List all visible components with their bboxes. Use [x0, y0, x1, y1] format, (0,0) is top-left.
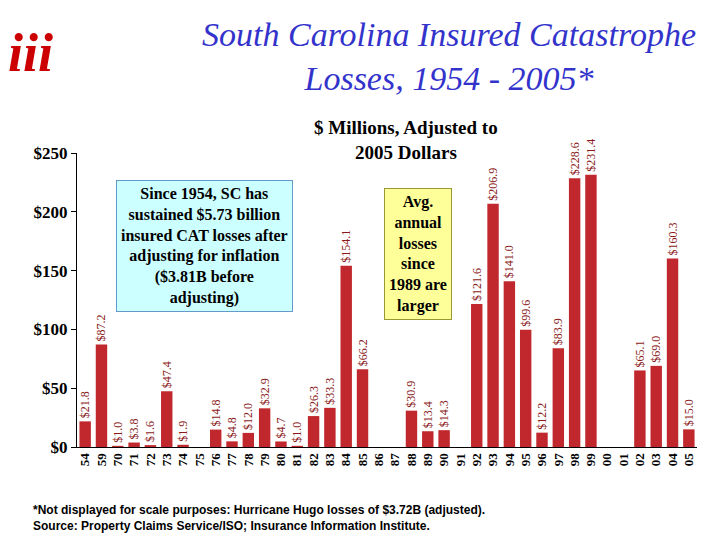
- svg-text:$154.1: $154.1: [339, 230, 353, 263]
- svg-text:79: 79: [257, 453, 272, 467]
- svg-text:82: 82: [306, 453, 321, 466]
- svg-text:$4.8: $4.8: [225, 417, 239, 438]
- svg-text:84: 84: [338, 453, 353, 467]
- svg-text:$33.3: $33.3: [323, 378, 337, 405]
- svg-text:93: 93: [485, 453, 500, 467]
- svg-text:South Carolina Insured Catastr: South Carolina Insured CatastropheLosses…: [202, 16, 696, 97]
- svg-text:$14.8: $14.8: [209, 400, 223, 427]
- svg-text:97: 97: [551, 453, 566, 467]
- svg-text:94: 94: [502, 453, 517, 467]
- svg-text:$83.9: $83.9: [551, 318, 565, 345]
- svg-text:$3.8: $3.8: [127, 419, 141, 440]
- svg-text:95: 95: [518, 453, 533, 467]
- svg-text:$50: $50: [42, 379, 68, 398]
- svg-text:91: 91: [453, 453, 468, 466]
- svg-text:04: 04: [665, 453, 680, 467]
- svg-text:$26.3: $26.3: [307, 386, 321, 413]
- svg-text:71: 71: [126, 453, 141, 466]
- svg-text:59: 59: [94, 453, 109, 467]
- svg-text:86: 86: [371, 453, 386, 467]
- svg-text:$1.9: $1.9: [176, 421, 190, 442]
- svg-text:00: 00: [599, 453, 614, 466]
- svg-text:01: 01: [616, 453, 631, 466]
- svg-text:$15.0: $15.0: [682, 399, 696, 426]
- svg-text:90: 90: [436, 453, 451, 466]
- svg-text:Avg.annuallossessince1989 arel: Avg.annuallossessince1989 arelarger: [389, 193, 447, 315]
- svg-text:$ Millions, Adjusted to2005 Do: $ Millions, Adjusted to2005 Dollars: [314, 117, 498, 163]
- svg-text:$13.4: $13.4: [421, 401, 435, 428]
- svg-text:$160.3: $160.3: [666, 222, 680, 255]
- svg-text:87: 87: [387, 453, 402, 467]
- svg-text:$99.6: $99.6: [519, 300, 533, 327]
- svg-text:$200: $200: [34, 203, 68, 222]
- svg-text:54: 54: [77, 453, 92, 467]
- svg-text:$30.9: $30.9: [404, 381, 418, 408]
- svg-text:80: 80: [273, 453, 288, 466]
- svg-text:$150: $150: [34, 262, 68, 281]
- svg-text:$1.0: $1.0: [290, 422, 304, 443]
- svg-text:$14.3: $14.3: [437, 400, 451, 427]
- svg-text:05: 05: [681, 453, 696, 467]
- svg-text:$206.9: $206.9: [486, 168, 500, 201]
- svg-text:92: 92: [469, 453, 484, 466]
- svg-text:76: 76: [208, 453, 223, 467]
- svg-text:$47.4: $47.4: [160, 361, 174, 388]
- svg-text:iii: iii: [8, 23, 53, 83]
- svg-text:$231.4: $231.4: [584, 139, 598, 172]
- svg-text:$121.6: $121.6: [470, 268, 484, 301]
- svg-text:$1.6: $1.6: [143, 421, 157, 442]
- svg-text:73: 73: [159, 453, 174, 467]
- svg-text:02: 02: [632, 453, 647, 466]
- svg-text:$1.0: $1.0: [111, 422, 125, 443]
- svg-text:$87.2: $87.2: [94, 314, 108, 341]
- svg-text:85: 85: [355, 453, 370, 467]
- svg-text:$4.7: $4.7: [274, 417, 288, 438]
- svg-text:83: 83: [322, 453, 337, 467]
- svg-text:Source: Property Claims Servic: Source: Property Claims Service/ISO; Ins…: [33, 519, 430, 533]
- svg-text:70: 70: [110, 453, 125, 466]
- svg-text:72: 72: [143, 453, 158, 466]
- svg-text:74: 74: [175, 453, 190, 467]
- svg-text:$141.0: $141.0: [502, 245, 516, 278]
- svg-text:$12.2: $12.2: [535, 403, 549, 430]
- svg-text:99: 99: [583, 453, 598, 467]
- svg-text:$228.6: $228.6: [568, 142, 582, 175]
- svg-text:96: 96: [534, 453, 549, 467]
- svg-text:Since 1954, SC hassustained $5: Since 1954, SC hassustained $5.73 billio…: [121, 185, 288, 307]
- svg-text:$32.9: $32.9: [258, 378, 272, 405]
- svg-text:$12.0: $12.0: [241, 403, 255, 430]
- svg-text:89: 89: [420, 453, 435, 467]
- svg-text:$0: $0: [51, 438, 68, 457]
- svg-text:$250: $250: [34, 144, 68, 163]
- svg-text:98: 98: [567, 453, 582, 467]
- svg-text:77: 77: [224, 453, 239, 467]
- svg-text:$66.2: $66.2: [356, 339, 370, 366]
- svg-text:75: 75: [192, 453, 207, 467]
- svg-text:$21.8: $21.8: [78, 391, 92, 418]
- svg-text:03: 03: [648, 453, 663, 467]
- svg-text:*Not displayed for scale purpo: *Not displayed for scale purposes: Hurri…: [33, 503, 485, 517]
- svg-text:78: 78: [241, 453, 256, 467]
- svg-text:81: 81: [289, 453, 304, 466]
- svg-text:$65.1: $65.1: [633, 340, 647, 367]
- svg-text:$69.0: $69.0: [649, 336, 663, 363]
- svg-text:88: 88: [404, 453, 419, 467]
- svg-text:$100: $100: [34, 320, 68, 339]
